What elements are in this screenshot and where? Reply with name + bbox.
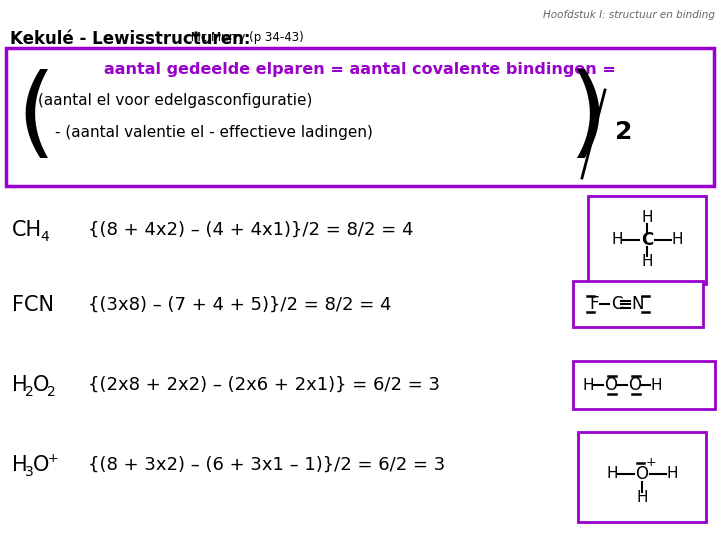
Text: N: N	[631, 295, 644, 313]
Text: ): )	[568, 70, 607, 166]
Text: (aantal el voor edelgasconfiguratie): (aantal el voor edelgasconfiguratie)	[38, 93, 312, 109]
Text: O: O	[604, 376, 617, 394]
Text: +: +	[646, 456, 657, 469]
Text: 2: 2	[25, 385, 34, 399]
Text: Hoofdstuk I: structuur en binding: Hoofdstuk I: structuur en binding	[543, 10, 715, 20]
Text: {(8 + 3x2) – (6 + 3x1 – 1)}/2 = 6/2 = 3: {(8 + 3x2) – (6 + 3x1 – 1)}/2 = 6/2 = 3	[88, 456, 445, 474]
Text: +: +	[48, 451, 58, 464]
Text: H: H	[583, 377, 595, 393]
Text: O: O	[33, 375, 50, 395]
Text: O: O	[636, 465, 649, 483]
Text: 2: 2	[615, 120, 632, 144]
Text: H: H	[642, 254, 653, 269]
Text: H: H	[12, 375, 27, 395]
Text: F: F	[589, 295, 598, 313]
Text: O: O	[33, 455, 50, 475]
Text: H: H	[606, 467, 618, 482]
Text: Kekulé - Lewisstructuren:: Kekulé - Lewisstructuren:	[10, 30, 251, 48]
Text: (: (	[16, 70, 55, 166]
Text: C: C	[611, 295, 623, 313]
Text: H: H	[611, 233, 623, 247]
Text: H: H	[651, 377, 662, 393]
Bar	[588, 196, 706, 284]
Text: 3: 3	[25, 465, 34, 479]
Text: H: H	[12, 455, 27, 475]
Bar	[573, 281, 703, 327]
Bar	[6, 48, 714, 186]
Text: H: H	[636, 490, 648, 505]
Text: {(2x8 + 2x2) – (2x6 + 2x1)} = 6/2 = 3: {(2x8 + 2x2) – (2x6 + 2x1)} = 6/2 = 3	[88, 376, 440, 394]
Bar	[578, 432, 706, 522]
Text: H: H	[666, 467, 678, 482]
Text: 4: 4	[40, 230, 49, 244]
Text: {(3x8) – (7 + 4 + 5)}/2 = 8/2 = 4: {(3x8) – (7 + 4 + 5)}/2 = 8/2 = 4	[88, 296, 392, 314]
Text: H: H	[642, 211, 653, 226]
Text: - (aantal valentie el - effectieve ladingen): - (aantal valentie el - effectieve ladin…	[55, 125, 373, 139]
Text: C: C	[641, 231, 653, 249]
Text: 2: 2	[47, 385, 55, 399]
Text: {(8 + 4x2) – (4 + 4x1)}/2 = 8/2 = 4: {(8 + 4x2) – (4 + 4x1)}/2 = 8/2 = 4	[88, 221, 413, 239]
Text: H: H	[671, 233, 683, 247]
Text: Mc Murry (p 34-43): Mc Murry (p 34-43)	[187, 31, 304, 44]
Text: FCN: FCN	[12, 295, 54, 315]
Text: CH: CH	[12, 220, 42, 240]
Text: O: O	[628, 376, 641, 394]
Text: aantal gedeelde elparen = aantal covalente bindingen =: aantal gedeelde elparen = aantal covalen…	[104, 62, 616, 77]
Bar	[573, 361, 715, 409]
